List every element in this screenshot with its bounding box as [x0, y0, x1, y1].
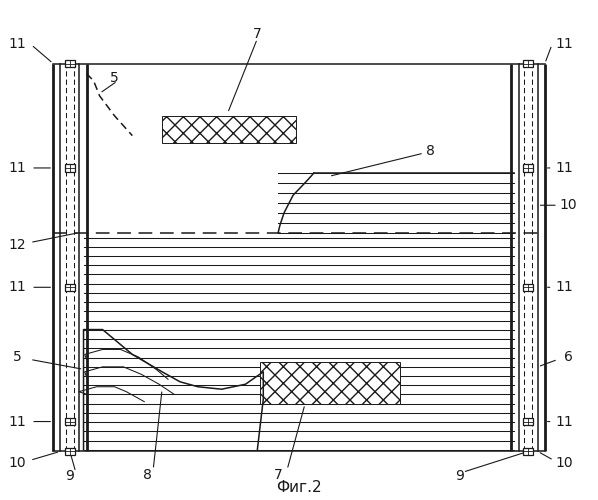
Bar — [523, 60, 533, 67]
Text: 11: 11 — [8, 161, 26, 175]
Text: 5: 5 — [13, 350, 22, 364]
Text: Фиг.2: Фиг.2 — [276, 480, 322, 495]
Text: 11: 11 — [555, 36, 573, 51]
Bar — [65, 418, 75, 425]
Bar — [65, 164, 75, 172]
Text: 10: 10 — [8, 456, 26, 470]
Bar — [65, 448, 75, 455]
Bar — [523, 164, 533, 172]
Bar — [523, 448, 533, 455]
Text: 8: 8 — [426, 144, 434, 158]
Bar — [162, 116, 296, 143]
Text: 11: 11 — [8, 414, 26, 428]
Text: 10: 10 — [555, 456, 573, 470]
Text: 8: 8 — [143, 468, 152, 481]
Text: 11: 11 — [555, 414, 573, 428]
Text: 7: 7 — [274, 468, 282, 481]
Text: 11: 11 — [8, 36, 26, 51]
Bar — [523, 284, 533, 291]
Text: 12: 12 — [8, 238, 26, 252]
Bar — [260, 362, 400, 404]
Bar — [65, 284, 75, 291]
Text: 11: 11 — [8, 280, 26, 294]
Text: 9: 9 — [65, 469, 74, 483]
Text: 9: 9 — [455, 469, 464, 483]
Text: 6: 6 — [563, 350, 572, 364]
Text: 11: 11 — [555, 280, 573, 294]
Text: 11: 11 — [555, 161, 573, 175]
Text: 5: 5 — [110, 72, 119, 86]
Bar — [523, 418, 533, 425]
Text: 10: 10 — [559, 198, 577, 212]
Text: 7: 7 — [253, 26, 262, 40]
Bar — [65, 60, 75, 67]
